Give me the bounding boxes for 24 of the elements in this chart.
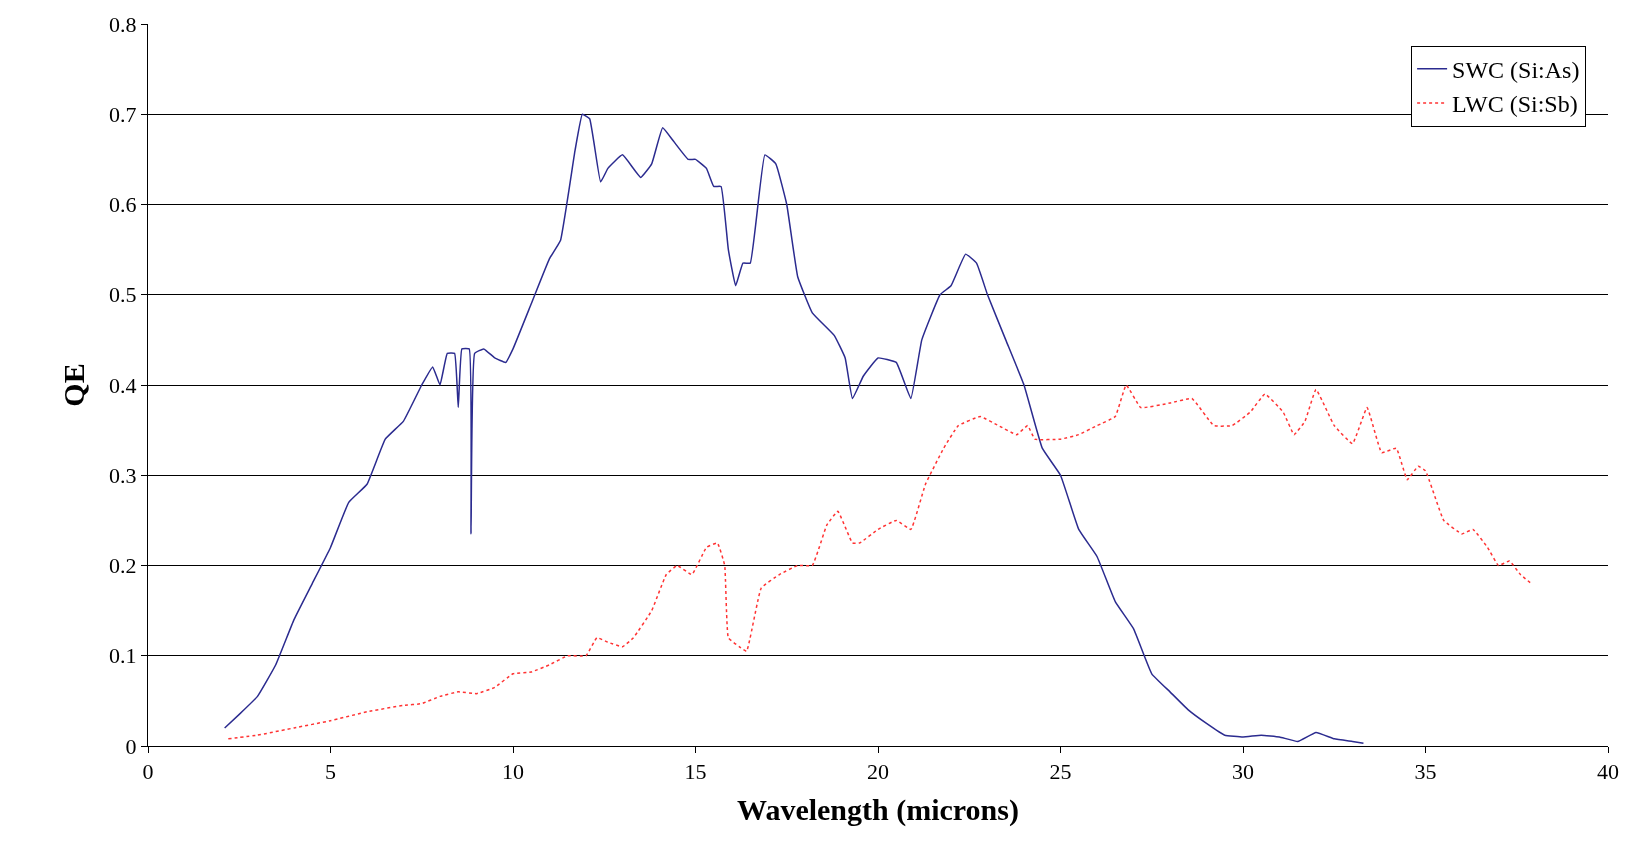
x-tick-label: 10 — [502, 759, 524, 785]
y-tick-label: 0.3 — [109, 462, 137, 488]
x-axis-title: Wavelength (microns) — [737, 792, 1019, 827]
y-tick-label: 0.4 — [109, 372, 137, 398]
x-tick-label: 20 — [867, 759, 889, 785]
y-tick-label: 0 — [125, 733, 137, 759]
legend-label: SWC (Si:As) — [1452, 57, 1580, 84]
x-tick-label: 30 — [1232, 759, 1254, 785]
legend-label: LWC (Si:Sb) — [1452, 91, 1578, 118]
x-tick-label: 35 — [1414, 759, 1437, 785]
x-tick-label: 0 — [142, 759, 154, 785]
line-series — [227, 384, 1533, 740]
y-axis-title: QE — [57, 363, 91, 407]
y-tick-label: 0.2 — [109, 553, 137, 579]
line-series — [223, 113, 1365, 745]
y-tick-label: 0.1 — [109, 643, 137, 669]
y-tick-label: 0.5 — [109, 282, 137, 308]
x-tick-label: 25 — [1049, 759, 1072, 785]
x-tick-label: 15 — [684, 759, 707, 785]
y-tick-label: 0.7 — [109, 101, 137, 127]
y-tick-label: 0.6 — [109, 192, 137, 218]
x-tick-label: 5 — [325, 759, 336, 785]
y-tick-label: 0.8 — [109, 11, 137, 37]
x-tick-label: 40 — [1597, 759, 1619, 785]
